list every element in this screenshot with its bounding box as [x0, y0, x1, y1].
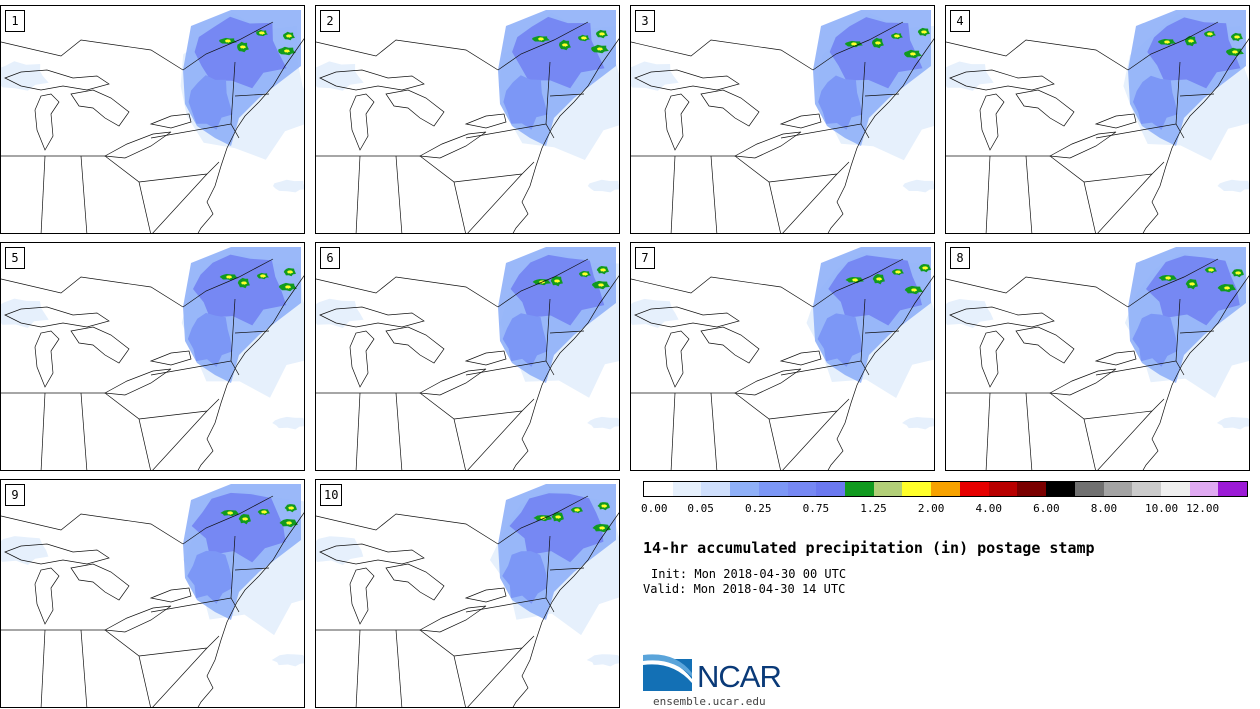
stamp-panel-8: 8	[945, 242, 1250, 471]
website-url: ensemble.ucar.edu	[653, 695, 766, 708]
colorbar-tick-label: 6.00	[1033, 502, 1060, 515]
colorbar-swatch	[873, 482, 903, 496]
colorbar-tick-label: 4.00	[975, 502, 1002, 515]
precip-map	[1, 10, 304, 233]
colorbar-tick-label: 8.00	[1090, 502, 1118, 515]
figure-title: 14-hr accumulated precipitation (in) pos…	[643, 539, 1095, 557]
colorbar-swatch	[902, 482, 932, 496]
precipitation-colorbar	[643, 481, 1248, 497]
colorbar-tick-label: 0.00	[641, 502, 668, 515]
precip-map	[946, 10, 1249, 233]
ncar-logo-text: NCAR	[697, 659, 782, 694]
member-number-label: 3	[635, 10, 655, 32]
colorbar-swatch	[1046, 482, 1075, 496]
colorbar-swatch	[1017, 482, 1047, 496]
colorbar-tick-label: 0.25	[744, 502, 772, 515]
stamp-panel-10: 10	[315, 479, 620, 708]
colorbar-swatch	[701, 482, 731, 496]
precip-map	[316, 10, 619, 233]
colorbar-tick-label: 10.00	[1145, 502, 1179, 515]
colorbar-swatch	[845, 482, 874, 496]
stamp-panel-3: 3	[630, 5, 935, 234]
colorbar-swatch	[644, 482, 673, 496]
member-number-label: 7	[635, 247, 655, 269]
colorbar-tick-label: 2.00	[917, 502, 945, 515]
stamp-panel-9: 9	[0, 479, 305, 708]
colorbar-swatch	[730, 482, 759, 496]
init-time: Init: Mon 2018-04-30 00 UTC	[651, 567, 847, 581]
colorbar-swatch	[1132, 482, 1161, 496]
precip-map	[316, 484, 619, 707]
stamp-panel-4: 4	[945, 5, 1250, 234]
colorbar-tick-labels: 0.00 0.05 0.25 0.75 1.25 2.00 4.00 6.00 8.00 10.0…	[641, 502, 1248, 518]
stamp-panel-1: 1	[0, 5, 305, 234]
colorbar-swatch	[1218, 482, 1248, 496]
member-number-label: 6	[320, 247, 340, 269]
colorbar-tick-label: 0.05	[687, 502, 714, 515]
colorbar-swatch	[816, 482, 846, 496]
colorbar-tick-label: 12.00	[1186, 502, 1220, 515]
precip-map	[631, 247, 934, 470]
precip-map	[316, 247, 619, 470]
colorbar-swatch	[1103, 482, 1133, 496]
precip-map	[946, 247, 1249, 470]
member-number-label: 4	[950, 10, 970, 32]
member-number-label: 10	[320, 484, 343, 506]
precip-map	[1, 247, 304, 470]
valid-time: Valid: Mon 2018-04-30 14 UTC	[643, 582, 846, 596]
member-number-label: 8	[950, 247, 970, 269]
stamp-panel-6: 6	[315, 242, 620, 471]
member-number-label: 5	[5, 247, 25, 269]
colorbar-swatch	[931, 482, 960, 496]
colorbar-swatch	[758, 482, 788, 496]
colorbar-swatch	[787, 482, 817, 496]
colorbar-swatch	[1189, 482, 1219, 496]
colorbar-tick-label: 1.25	[860, 502, 887, 515]
colorbar-swatch	[1074, 482, 1104, 496]
stamp-panel-5: 5	[0, 242, 305, 471]
stamp-panel-2: 2	[315, 5, 620, 234]
stamp-panel-7: 7	[630, 242, 935, 471]
colorbar-swatch	[672, 482, 702, 496]
member-number-label: 9	[5, 484, 25, 506]
colorbar-tick-label: 0.75	[802, 502, 830, 515]
colorbar-swatch	[1160, 482, 1190, 496]
colorbar-swatch	[959, 482, 989, 496]
precip-map	[1, 484, 304, 707]
ncar-logo	[643, 654, 692, 691]
precip-map	[631, 10, 934, 233]
member-number-label: 2	[320, 10, 340, 32]
colorbar-swatch	[988, 482, 1018, 496]
member-number-label: 1	[5, 10, 25, 32]
